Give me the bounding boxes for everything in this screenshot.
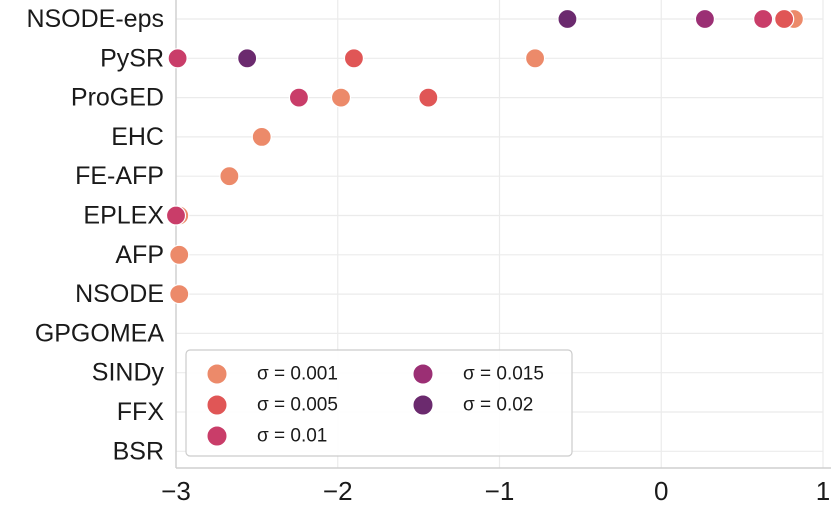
y-tick-label-afp: AFP bbox=[115, 241, 164, 269]
point-nsode-0-001 bbox=[169, 284, 190, 305]
y-tick-label-sindy: SINDy bbox=[92, 359, 165, 387]
point-nsode-eps-0-005 bbox=[774, 8, 795, 30]
legend-item-0-01-marker bbox=[206, 425, 228, 447]
point-pysr-0-01 bbox=[167, 48, 188, 69]
y-tick-label-nsode-eps: NSODE-eps bbox=[26, 5, 164, 33]
legend-item-0-001-label: σ = 0.001 bbox=[257, 364, 338, 385]
data-points bbox=[165, 8, 804, 305]
x-tick-label: −2 bbox=[323, 476, 353, 506]
x-tick-label: 0 bbox=[654, 476, 668, 506]
x-tick-labels: −3 −2 −1 0 1 bbox=[161, 476, 830, 506]
legend-item-0-005-marker bbox=[206, 394, 228, 416]
legend-item-0-01-label: σ = 0.01 bbox=[257, 426, 327, 447]
point-proged-0-001 bbox=[330, 87, 352, 108]
legend-item-0-001-marker bbox=[206, 363, 228, 385]
x-tick-label: −3 bbox=[161, 476, 191, 506]
y-tick-label-ffx: FFX bbox=[117, 398, 165, 426]
y-tick-label-fe-afp: FE-AFP bbox=[75, 162, 164, 190]
legend-item-0-02-label: σ = 0.02 bbox=[463, 395, 533, 416]
legend-item-0-015-marker bbox=[412, 363, 434, 385]
legend-item-0-015-label: σ = 0.015 bbox=[463, 364, 544, 385]
point-proged-0-01 bbox=[288, 87, 310, 108]
y-tick-label-nsode: NSODE bbox=[75, 280, 164, 308]
y-tick-label-proged: ProGED bbox=[71, 84, 164, 112]
x-tick-label: 1 bbox=[816, 476, 830, 506]
legend: σ = 0.001 σ = 0.005 σ = 0.01 σ = 0.015 σ = 0… bbox=[185, 349, 573, 457]
legend-item-0-02-marker bbox=[412, 394, 434, 416]
point-pysr-0-001 bbox=[524, 48, 546, 69]
point-ehc-0-001 bbox=[251, 126, 272, 147]
point-proged-0-005 bbox=[418, 87, 439, 108]
point-nsode-eps-0-015 bbox=[694, 8, 716, 30]
point-pysr-0-02 bbox=[237, 48, 258, 69]
y-tick-label-ehc: EHC bbox=[111, 123, 164, 151]
y-tick-label-gpgomea: GPGOMEA bbox=[35, 319, 165, 347]
point-nsode-eps-0-01 bbox=[753, 8, 774, 30]
axis-layer bbox=[175, 0, 831, 469]
point-eplex-0-01 bbox=[165, 205, 187, 226]
y-tick-label-eplex: EPLEX bbox=[83, 202, 164, 230]
x-tick-label: −1 bbox=[485, 476, 515, 506]
point-afp-0-001 bbox=[169, 244, 190, 265]
y-tick-label-pysr: PySR bbox=[100, 44, 164, 72]
y-tick-label-bsr: BSR bbox=[113, 437, 164, 465]
legend-box bbox=[185, 349, 573, 457]
point-fe-afp-0-001 bbox=[219, 166, 240, 187]
point-pysr-0-005 bbox=[343, 48, 365, 69]
point-nsode-eps-0-02 bbox=[557, 8, 578, 30]
legend-item-0-005-label: σ = 0.005 bbox=[257, 395, 338, 416]
y-tick-labels: NSODE-eps PySR ProGED EHC FE-AFP EPLEX AFP NSOD… bbox=[26, 5, 164, 465]
